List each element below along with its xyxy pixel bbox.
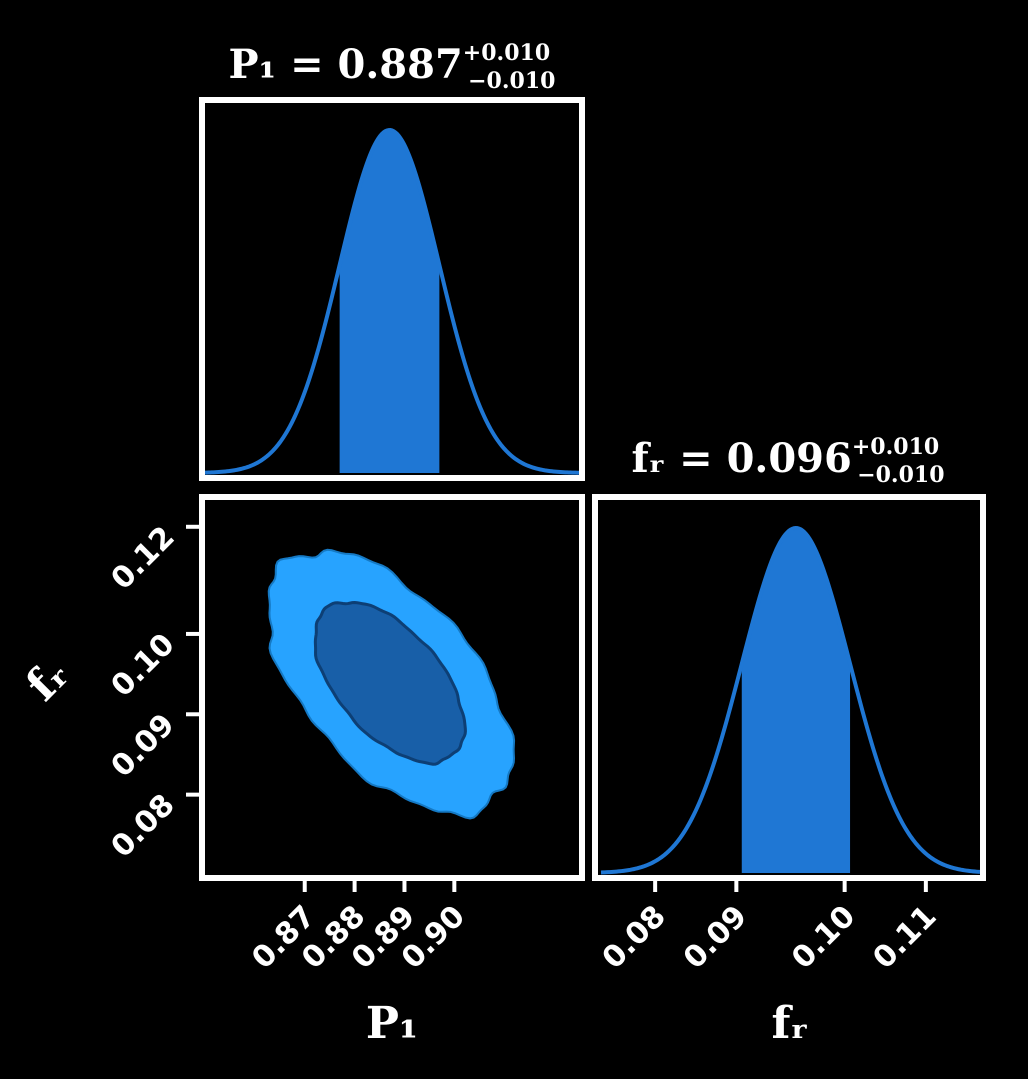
fr-title-param: fᵣ bbox=[631, 435, 665, 482]
p1-title-eq: = bbox=[276, 41, 337, 88]
fr-marginal-curve bbox=[600, 525, 980, 875]
p1-title: P₁ = 0.887+0.010 −0.010 bbox=[229, 40, 556, 94]
fr-x-ticks: 0.08 0.09 0.10 0.11 bbox=[596, 878, 944, 976]
x-tick-label: 0.10 bbox=[785, 899, 862, 976]
fr-title-value: 0.096 bbox=[727, 435, 852, 482]
y-axis-label-fr: fᵣ bbox=[17, 649, 79, 711]
panel-marginal-fr: 0.08 0.09 0.10 0.11 fᵣ fᵣ = 0.096+0.010 −0.0… bbox=[592, 434, 986, 1049]
p1-title-lower: −0.010 bbox=[468, 68, 555, 94]
marginal-density-line bbox=[600, 525, 980, 875]
marginal-shaded-interval bbox=[339, 130, 440, 473]
fr-title-lower: −0.010 bbox=[857, 462, 944, 488]
p1-marginal-curve bbox=[205, 128, 579, 475]
x-tick-label: 0.08 bbox=[596, 899, 673, 976]
p1-title-param: P₁ bbox=[229, 41, 277, 88]
marginal-shaded-interval bbox=[741, 528, 851, 873]
fr-title: fᵣ = 0.096+0.010 −0.010 bbox=[631, 434, 944, 488]
joint-x-ticks: 0.870.880.890.90 bbox=[245, 878, 472, 976]
marginal-density-line bbox=[205, 128, 579, 475]
panel-marginal-p1: P₁ = 0.887+0.010 −0.010 bbox=[199, 40, 585, 481]
p1-title-upper: +0.010 bbox=[463, 40, 550, 66]
fr-panel-frame bbox=[592, 494, 986, 881]
y-tick-label: 0.10 bbox=[105, 627, 182, 704]
joint-panel-frame bbox=[199, 494, 585, 881]
p1-panel-frame bbox=[199, 97, 585, 481]
x-axis-label-fr: fᵣ bbox=[771, 998, 808, 1049]
fr-title-eq: = bbox=[665, 435, 726, 482]
joint-y-ticks: 0.12 0.100.090.08 bbox=[105, 520, 200, 865]
y-tick-label: 0.09 bbox=[105, 707, 182, 784]
x-axis-label-p1: P₁ bbox=[366, 998, 418, 1049]
joint-contours bbox=[267, 548, 516, 820]
fr-title-upper: +0.010 bbox=[852, 434, 939, 460]
contour-1sigma bbox=[313, 600, 467, 766]
y-tick-label: 0.12 bbox=[105, 520, 182, 597]
y-tick-label: 0.08 bbox=[105, 788, 182, 865]
x-tick-label: 0.09 bbox=[677, 899, 754, 976]
x-tick-label: 0.11 bbox=[866, 899, 943, 976]
panel-joint: 0.870.880.890.90 0.12 0.100.090.08 P₁ fᵣ bbox=[17, 494, 585, 1049]
p1-title-value: 0.887 bbox=[338, 41, 463, 88]
